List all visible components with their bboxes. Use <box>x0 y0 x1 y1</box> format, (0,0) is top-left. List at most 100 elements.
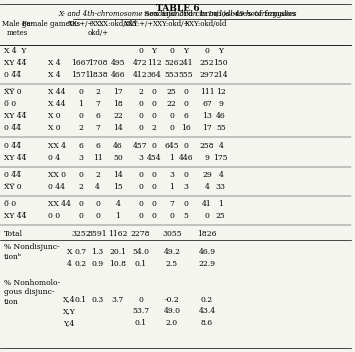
Text: 20.1: 20.1 <box>109 249 126 256</box>
Text: 446: 446 <box>179 154 193 162</box>
Text: 3: 3 <box>184 183 189 191</box>
Text: 2: 2 <box>78 124 83 132</box>
Text: 0.1: 0.1 <box>135 260 147 268</box>
Text: 112: 112 <box>147 59 162 67</box>
Text: 0: 0 <box>78 212 83 220</box>
Text: 53.7: 53.7 <box>132 308 149 315</box>
Text: 0: 0 <box>152 88 157 96</box>
Text: 0: 0 <box>152 100 157 108</box>
Text: 6: 6 <box>95 112 100 120</box>
Text: 2: 2 <box>95 88 100 96</box>
Text: 22.9: 22.9 <box>198 260 215 268</box>
Text: 22: 22 <box>113 112 123 120</box>
Text: 0: 0 <box>138 212 143 220</box>
Text: Y: Y <box>152 47 157 55</box>
Text: 3: 3 <box>169 171 174 179</box>
Text: X 0: X 0 <box>48 124 61 132</box>
Text: 0 4: 0 4 <box>48 154 60 162</box>
Text: 41: 41 <box>202 200 212 208</box>
Text: 25: 25 <box>216 212 226 220</box>
Text: 46.9: 46.9 <box>198 249 215 256</box>
Text: 67: 67 <box>202 100 212 108</box>
Text: 2: 2 <box>78 183 83 191</box>
Text: 150: 150 <box>213 59 228 67</box>
Text: tionᵇ: tionᵇ <box>4 253 21 261</box>
Text: 495: 495 <box>110 59 125 67</box>
Text: 49.0: 49.0 <box>163 308 180 315</box>
Text: 1708: 1708 <box>88 59 107 67</box>
Text: 0: 0 <box>138 124 143 132</box>
Text: 22: 22 <box>167 100 177 108</box>
Text: 0: 0 <box>152 112 157 120</box>
Text: X 4: X 4 <box>48 59 61 67</box>
Text: 3.7: 3.7 <box>112 296 124 303</box>
Text: Male ga-
metes: Male ga- metes <box>2 20 33 37</box>
Text: 3: 3 <box>78 154 83 162</box>
Text: 0: 0 <box>184 171 189 179</box>
Text: 454: 454 <box>147 154 162 162</box>
Text: 0 0: 0 0 <box>48 212 60 220</box>
Text: XY 4̅4̅: XY 4̅4̅ <box>4 59 26 67</box>
Text: XX 4: XX 4 <box>48 142 66 150</box>
Text: XX 0: XX 0 <box>48 171 66 179</box>
Text: gous disjunc-: gous disjunc- <box>4 289 54 296</box>
Text: 0: 0 <box>204 47 209 55</box>
Text: 214: 214 <box>213 71 228 79</box>
Text: 18: 18 <box>113 100 123 108</box>
Text: 13: 13 <box>202 112 212 120</box>
Text: 49.2: 49.2 <box>163 249 180 256</box>
Text: 0: 0 <box>138 112 143 120</box>
Text: 14: 14 <box>113 171 123 179</box>
Text: 0: 0 <box>152 200 157 208</box>
Text: X,4: X,4 <box>63 296 76 303</box>
Text: 16: 16 <box>181 124 191 132</box>
Text: 0: 0 <box>138 296 143 303</box>
Text: 0: 0 <box>152 212 157 220</box>
Text: X 44: X 44 <box>48 88 65 96</box>
Text: 1: 1 <box>78 100 83 108</box>
Text: Y,4: Y,4 <box>64 320 75 327</box>
Text: 0: 0 <box>169 212 174 220</box>
Text: X 4  Y: X 4 Y <box>4 47 26 55</box>
Text: 6: 6 <box>95 142 100 150</box>
Text: 0: 0 <box>152 142 157 150</box>
Text: XY 4̅4̅: XY 4̅4̅ <box>4 212 26 220</box>
Text: 0: 0 <box>152 171 157 179</box>
Text: 1571: 1571 <box>71 71 91 79</box>
Text: 0 4̅4̅: 0 4̅4̅ <box>4 124 21 132</box>
Text: 0: 0 <box>138 171 143 179</box>
Text: XXY:+/+: XXY:+/+ <box>124 20 154 28</box>
Text: XX:okd/old: XX:okd/old <box>99 20 137 28</box>
Text: 0.1: 0.1 <box>75 296 87 303</box>
Text: 43.4: 43.4 <box>198 308 215 315</box>
Text: 297: 297 <box>200 71 214 79</box>
Text: 645: 645 <box>164 142 179 150</box>
Text: 29: 29 <box>202 171 212 179</box>
Text: 2: 2 <box>95 171 100 179</box>
Text: 55: 55 <box>216 124 226 132</box>
Text: 526: 526 <box>164 59 179 67</box>
Text: 9: 9 <box>218 100 223 108</box>
Text: 241: 241 <box>179 59 193 67</box>
Text: X- and 4th-chromosome nondisjunction in In(1)dl-49 heterozygotes: X- and 4th-chromosome nondisjunction in … <box>58 10 297 18</box>
Text: 0.2: 0.2 <box>201 296 213 303</box>
Text: 0: 0 <box>138 183 143 191</box>
Text: XX:
okd/+: XX: okd/+ <box>87 20 108 37</box>
Text: 17: 17 <box>202 124 212 132</box>
Text: Female gametes: Female gametes <box>22 20 81 28</box>
Text: -0.2: -0.2 <box>164 296 179 303</box>
Text: 111: 111 <box>200 88 214 96</box>
Text: TABLE 6: TABLE 6 <box>156 4 199 13</box>
Text: 1: 1 <box>115 212 120 220</box>
Text: Sex and 3rd chromosomes of females: Sex and 3rd chromosomes of females <box>144 10 296 18</box>
Text: X,Y: X,Y <box>63 308 76 315</box>
Text: 0.1: 0.1 <box>135 320 147 327</box>
Text: 175: 175 <box>213 154 228 162</box>
Text: 9: 9 <box>204 154 209 162</box>
Text: Total: Total <box>4 230 23 238</box>
Text: X̅Y̅ 0: X̅Y̅ 0 <box>4 88 21 96</box>
Text: 0: 0 <box>95 212 100 220</box>
Text: 2278: 2278 <box>131 230 150 238</box>
Text: 0: 0 <box>169 124 174 132</box>
Text: 5: 5 <box>184 212 189 220</box>
